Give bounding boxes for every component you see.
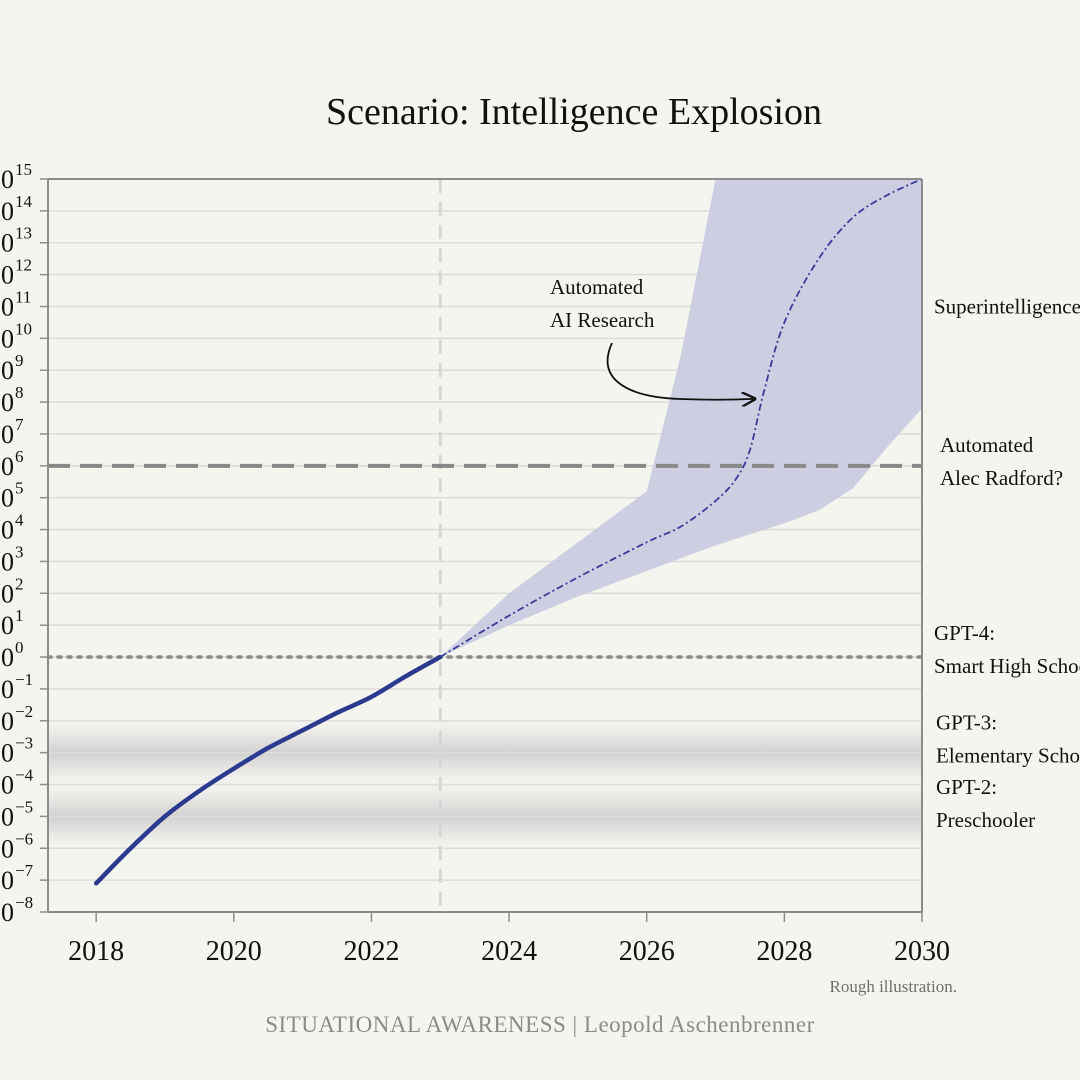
y-tick-label: 10 — [0, 324, 14, 353]
y-tick-exponent: −4 — [15, 766, 34, 785]
annotation-arrow — [606, 342, 754, 400]
y-tick-label: 10 — [0, 516, 14, 545]
gpt4-label: GPT-4:Smart High Schooler — [934, 621, 1080, 678]
footer-credit: SITUATIONAL AWARENESS | Leopold Aschenbr… — [265, 1012, 815, 1037]
y-tick-exponent: 5 — [15, 479, 24, 498]
annotation: Automated AI Research — [550, 275, 753, 400]
y-tick-exponent: 8 — [15, 383, 24, 402]
y-tick-label: 10 — [0, 484, 14, 513]
y-tick-exponent: 7 — [15, 415, 24, 434]
y-tick-exponent: 6 — [15, 447, 24, 466]
y-tick-exponent: −2 — [15, 702, 33, 721]
historical-trend-line — [93, 654, 443, 886]
y-tick-exponent: 2 — [15, 574, 24, 593]
series-lines — [93, 178, 923, 886]
uncertainty-band-group — [440, 179, 922, 657]
superintelligence-label: Superintelligence — [934, 294, 1080, 318]
y-tick-label: 10 — [0, 165, 14, 194]
y-tick-label: 10 — [0, 898, 14, 927]
y-tick-label: 10 — [0, 388, 14, 417]
gpt2-label: GPT-2: Preschooler — [936, 775, 1035, 832]
y-tick-label: 10 — [0, 866, 14, 895]
y-tick-labels: 10−810−710−610−510−410−310−210−110010110… — [0, 160, 48, 927]
uncertainty-band — [440, 179, 922, 657]
y-tick-exponent: 10 — [15, 319, 32, 338]
x-tick-label: 2018 — [68, 936, 124, 967]
y-tick-label: 10 — [0, 229, 14, 258]
y-tick-exponent: −7 — [15, 861, 34, 880]
y-tick-label: 10 — [0, 261, 14, 290]
x-tick-label: 2028 — [756, 936, 812, 967]
y-tick-exponent: 11 — [15, 287, 31, 306]
y-tick-label: 10 — [0, 197, 14, 226]
y-tick-exponent: −5 — [15, 797, 33, 816]
y-tick-exponent: 9 — [15, 351, 24, 370]
y-tick-label: 10 — [0, 452, 14, 481]
y-tick-exponent: 0 — [15, 638, 24, 657]
y-tick-exponent: 3 — [15, 542, 24, 561]
y-tick-label: 10 — [0, 356, 14, 385]
x-tick-label: 2030 — [894, 936, 950, 967]
gpt3-label: GPT-3:Elementary Schooler — [936, 710, 1080, 767]
x-tick-label: 2026 — [619, 936, 675, 967]
y-tick-exponent: 15 — [15, 160, 32, 179]
y-tick-label: 10 — [0, 802, 14, 831]
y-tick-exponent: 14 — [15, 192, 33, 211]
reference-lines — [46, 179, 924, 912]
rough-illustration-note: Rough illustration. — [830, 977, 958, 996]
x-tick-label: 2020 — [206, 936, 262, 967]
y-tick-exponent: −8 — [15, 893, 33, 912]
y-tick-label: 10 — [0, 707, 14, 736]
x-tick-label: 2024 — [481, 936, 537, 967]
y-tick-label: 10 — [0, 834, 14, 863]
y-tick-label: 10 — [0, 420, 14, 449]
y-tick-label: 10 — [0, 739, 14, 768]
y-tick-label: 10 — [0, 547, 14, 576]
y-tick-label: 10 — [0, 643, 14, 672]
axes — [47, 178, 923, 913]
y-tick-label: 10 — [0, 292, 14, 321]
y-tick-exponent: 12 — [15, 256, 32, 275]
side-labels: Superintelligence Automated Alec Radford? G… — [934, 294, 1080, 832]
y-tick-label: 10 — [0, 611, 14, 640]
annotation-label: Automated AI Research — [550, 275, 655, 332]
x-tick-labels: 2018 2020 2022 2024 2026 2028 2030 — [68, 912, 950, 967]
y-tick-exponent: −6 — [15, 829, 33, 848]
y-tick-label: 10 — [0, 771, 14, 800]
y-tick-label: 10 — [0, 675, 14, 704]
y-tick-exponent: 1 — [15, 606, 24, 625]
y-tick-exponent: 13 — [15, 224, 32, 243]
chart-title: Scenario: Intelligence Explosion — [326, 91, 822, 133]
automated-radford-label: Automated Alec Radford? — [940, 433, 1063, 490]
y-tick-exponent: −1 — [15, 670, 33, 689]
y-tick-exponent: 4 — [15, 511, 24, 530]
x-tick-label: 2022 — [343, 936, 399, 967]
y-tick-label: 10 — [0, 579, 14, 608]
y-tick-exponent: −3 — [15, 734, 33, 753]
